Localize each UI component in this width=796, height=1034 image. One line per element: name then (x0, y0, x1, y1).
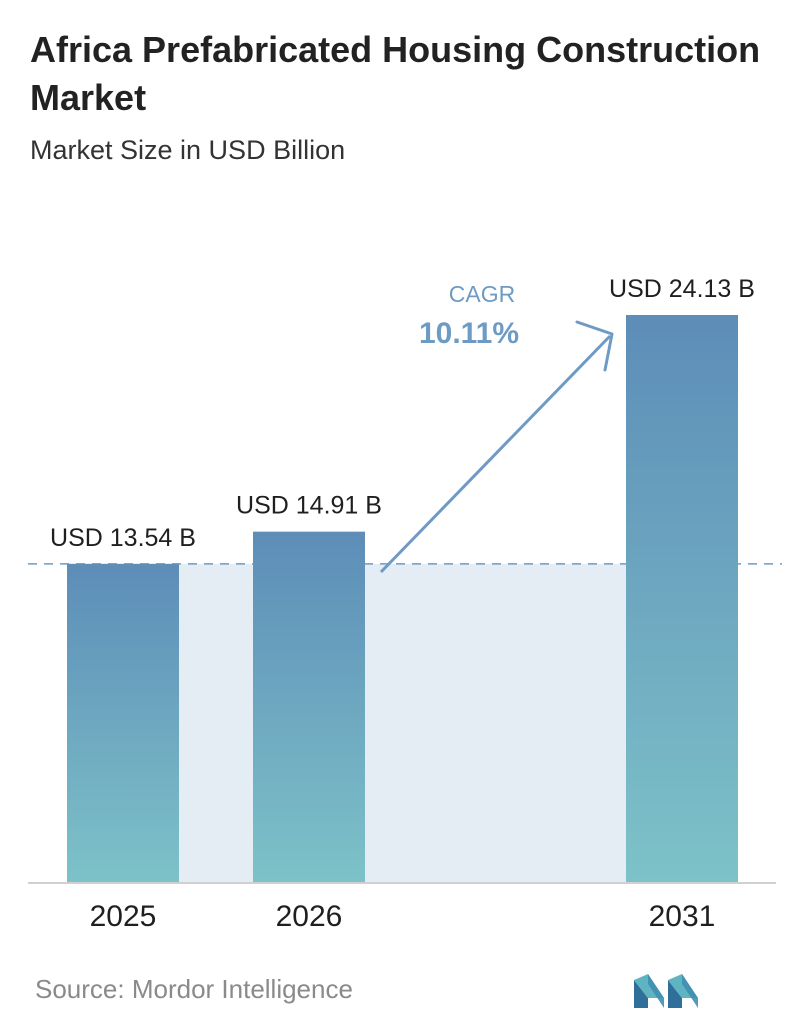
bar-2031 (626, 315, 738, 882)
value-label-2026: USD 14.91 B (236, 492, 382, 520)
cagr-value: 10.11% (419, 317, 519, 350)
x-tick-label-2031: 2031 (649, 900, 716, 933)
value-label-2031: USD 24.13 B (609, 275, 755, 303)
bar-2025 (67, 563, 179, 882)
cagr-label: CAGR (449, 281, 515, 307)
source-note: Source: Mordor Intelligence (35, 974, 353, 1004)
cagr-arrow-head (575, 320, 614, 372)
x-tick-label-2025: 2025 (90, 900, 157, 933)
cagr-arrow (379, 334, 612, 574)
chart-subtitle: Market Size in USD Billion (30, 135, 346, 165)
x-tick-label-2026: 2026 (276, 900, 343, 933)
value-label-2025: USD 13.54 B (50, 524, 196, 552)
mordor-intelligence-logo (634, 974, 698, 1008)
bar-chart: USD 13.54 B 2025 USD 14.91 B 2026 USD 24.13 … (28, 275, 782, 933)
chart-title: Africa Prefabricated Housing Constructio… (30, 29, 761, 118)
bar-2026 (253, 531, 365, 882)
